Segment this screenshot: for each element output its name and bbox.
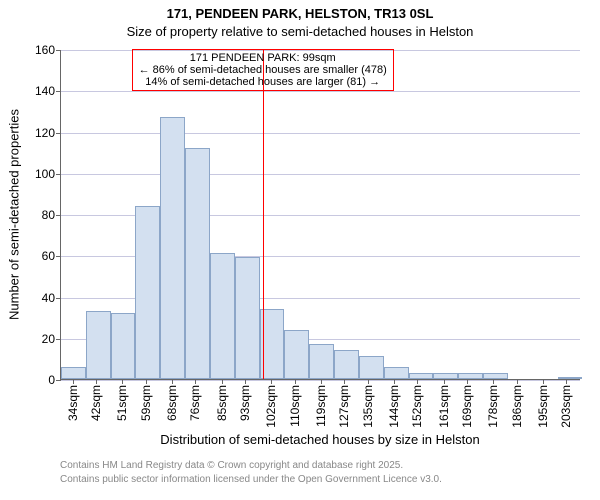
ytick-mark xyxy=(56,91,61,92)
histogram-bar xyxy=(185,148,210,379)
ytick-mark xyxy=(56,298,61,299)
histogram-bar xyxy=(61,367,86,379)
annotation-line: 14% of semi-detached houses are larger (… xyxy=(139,76,387,88)
annotation-box: 171 PENDEEN PARK: 99sqm← 86% of semi-det… xyxy=(132,49,394,91)
ytick-label: 20 xyxy=(42,332,55,346)
histogram-bar xyxy=(334,350,359,379)
xtick-label: 93sqm xyxy=(238,385,252,421)
ytick-label: 0 xyxy=(48,373,55,387)
ytick-label: 160 xyxy=(35,43,55,57)
histogram-bar xyxy=(384,367,409,379)
xtick-mark xyxy=(566,379,567,384)
histogram-bar xyxy=(483,373,508,379)
xtick-mark xyxy=(271,379,272,384)
xtick-mark xyxy=(368,379,369,384)
histogram-bar xyxy=(86,311,111,379)
y-axis-label: Number of semi-detached properties xyxy=(7,50,22,380)
histogram-bar xyxy=(359,356,384,379)
footer-line1: Contains HM Land Registry data © Crown c… xyxy=(60,460,403,471)
grid-line xyxy=(61,133,580,134)
xtick-mark xyxy=(417,379,418,384)
xtick-label: 102sqm xyxy=(264,385,278,428)
chart-container: 171, PENDEEN PARK, HELSTON, TR13 0SL Siz… xyxy=(0,0,600,500)
ytick-label: 80 xyxy=(42,208,55,222)
histogram-bar xyxy=(135,206,160,379)
footer-line2: Contains public sector information licen… xyxy=(60,474,442,485)
xtick-mark xyxy=(394,379,395,384)
ytick-label: 120 xyxy=(35,126,55,140)
xtick-label: 59sqm xyxy=(139,385,153,421)
grid-line xyxy=(61,91,580,92)
xtick-label: 178sqm xyxy=(486,385,500,428)
xtick-mark xyxy=(467,379,468,384)
histogram-bar xyxy=(284,330,309,380)
histogram-bar xyxy=(409,373,434,379)
ytick-mark xyxy=(56,256,61,257)
chart-title-line2: Size of property relative to semi-detach… xyxy=(0,24,600,39)
xtick-mark xyxy=(517,379,518,384)
plot-area: 02040608010012014016034sqm42sqm51sqm59sq… xyxy=(60,50,580,380)
histogram-bar xyxy=(160,117,185,379)
xtick-mark xyxy=(444,379,445,384)
histogram-bar xyxy=(309,344,334,379)
histogram-bar xyxy=(111,313,136,379)
xtick-mark xyxy=(493,379,494,384)
xtick-label: 186sqm xyxy=(510,385,524,428)
xtick-mark xyxy=(321,379,322,384)
annotation-line: 171 PENDEEN PARK: 99sqm xyxy=(139,52,387,64)
xtick-label: 144sqm xyxy=(387,385,401,428)
xtick-mark xyxy=(146,379,147,384)
xtick-mark xyxy=(195,379,196,384)
ytick-label: 60 xyxy=(42,249,55,263)
xtick-label: 119sqm xyxy=(314,385,328,427)
histogram-bar xyxy=(558,377,583,379)
ytick-mark xyxy=(56,133,61,134)
x-axis-label: Distribution of semi-detached houses by … xyxy=(60,432,580,447)
xtick-mark xyxy=(344,379,345,384)
histogram-bar xyxy=(235,257,260,379)
ytick-mark xyxy=(56,174,61,175)
histogram-bar xyxy=(210,253,235,379)
xtick-label: 34sqm xyxy=(66,385,80,421)
chart-title-line1: 171, PENDEEN PARK, HELSTON, TR13 0SL xyxy=(0,6,600,21)
ytick-label: 140 xyxy=(35,84,55,98)
xtick-mark xyxy=(172,379,173,384)
xtick-mark xyxy=(295,379,296,384)
xtick-mark xyxy=(543,379,544,384)
histogram-bar xyxy=(458,373,483,379)
ytick-mark xyxy=(56,215,61,216)
reference-line xyxy=(263,50,264,379)
xtick-label: 51sqm xyxy=(115,385,129,421)
xtick-mark xyxy=(245,379,246,384)
xtick-label: 195sqm xyxy=(536,385,550,428)
histogram-bar xyxy=(433,373,458,379)
xtick-label: 169sqm xyxy=(460,385,474,428)
xtick-mark xyxy=(73,379,74,384)
xtick-label: 127sqm xyxy=(337,385,351,428)
xtick-mark xyxy=(222,379,223,384)
xtick-label: 42sqm xyxy=(89,385,103,421)
xtick-label: 85sqm xyxy=(215,385,229,421)
xtick-label: 161sqm xyxy=(437,385,451,428)
xtick-label: 110sqm xyxy=(288,385,302,427)
xtick-label: 68sqm xyxy=(165,385,179,421)
xtick-label: 203sqm xyxy=(559,385,573,428)
ytick-mark xyxy=(56,50,61,51)
grid-line xyxy=(61,174,580,175)
xtick-mark xyxy=(122,379,123,384)
ytick-label: 40 xyxy=(42,291,55,305)
xtick-mark xyxy=(96,379,97,384)
annotation-line: ← 86% of semi-detached houses are smalle… xyxy=(139,64,387,76)
ytick-mark xyxy=(56,339,61,340)
xtick-label: 76sqm xyxy=(188,385,202,421)
xtick-label: 135sqm xyxy=(361,385,375,428)
ytick-label: 100 xyxy=(35,167,55,181)
ytick-mark xyxy=(56,380,61,381)
xtick-label: 152sqm xyxy=(410,385,424,428)
